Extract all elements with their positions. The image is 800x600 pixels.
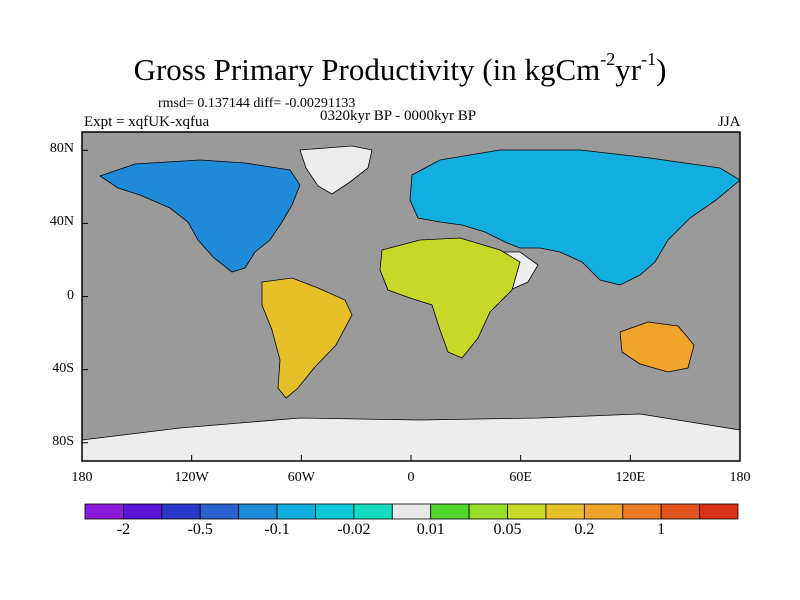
y-tick-label: 40N [49,214,74,230]
colorbar-label: 0.01 [416,521,445,538]
colorbar-box [583,503,624,520]
region-greenland [299,145,373,195]
colorbar-box [123,503,163,520]
axis-ticks [81,149,741,461]
colorbar-label: 1 [657,521,666,538]
y-tick-label: 0 [67,287,74,303]
stats-text: rmsd= 0.137144 diff= -0.00291133 [158,96,356,111]
colorbar-box [84,503,124,520]
colorbar-box [660,503,700,520]
region-australia [619,321,695,373]
colorbar-label: -0.5 [187,521,213,538]
y-tick-label: 80N [49,141,74,157]
region-south-america [261,277,353,399]
y-tick-label: 40S [52,360,74,376]
colorbar-label: -2 [116,521,131,538]
region-north-america [99,159,301,273]
colorbar-box [430,503,470,520]
colorbar-box [622,503,662,520]
period-label: 0320kyr BP - 0000kyr BP [320,108,477,124]
colorbar-box [199,503,240,520]
colorbar-box [238,503,278,520]
colorbar-box [315,503,355,520]
colorbar-label: -0.1 [264,521,290,538]
land-layer [81,145,741,462]
colorbar-label: -0.02 [337,521,371,538]
colorbar-box [468,503,508,520]
x-tick-label: 60E [509,470,532,485]
x-tick-label: 120E [615,470,646,485]
colorbar-box [699,503,739,520]
colorbar-label: 0.2 [574,521,595,538]
y-tick-label: 80S [52,433,74,449]
colorbar-box [391,503,432,520]
x-tick-label: 180 [71,470,93,485]
colorbar-label: 0.05 [493,521,522,538]
colorbar [84,503,739,520]
x-tick-label: 60W [287,470,315,485]
x-tick-label: 180 [729,470,751,485]
colorbar-box [161,503,201,520]
colorbar-box [353,503,393,520]
x-tick-label: 0 [407,470,415,485]
season-label: JJA [718,114,741,130]
colorbar-box [545,503,585,520]
region-eurasia [409,149,741,286]
x-tick-label: 120W [174,470,209,485]
colorbar-box [276,503,316,520]
region-africa [379,237,521,359]
colorbar-box [507,503,547,520]
chart-title: Gross Primary Productivity (in kgCm-2yr-… [133,48,667,87]
experiment-label: Expt = xqfUK-xqfua [84,114,210,130]
